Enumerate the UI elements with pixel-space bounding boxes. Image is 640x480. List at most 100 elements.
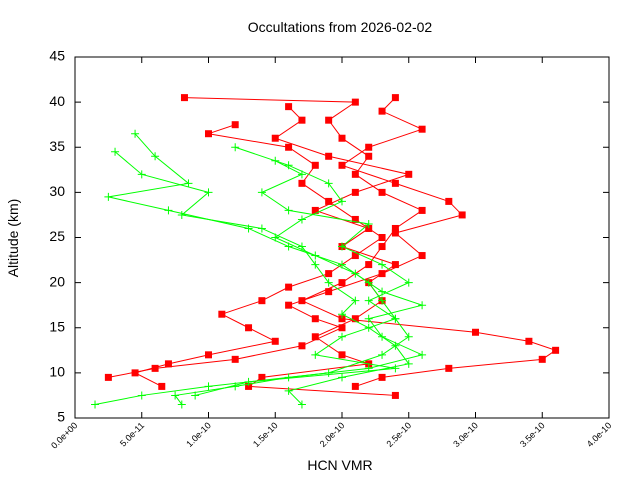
marker [445, 197, 453, 205]
marker [231, 121, 239, 129]
marker [364, 219, 373, 228]
marker [351, 315, 359, 323]
marker [404, 359, 413, 368]
marker [257, 224, 266, 233]
marker [338, 197, 346, 206]
y-tick-label: 25 [49, 228, 65, 244]
marker [285, 301, 293, 309]
marker [338, 332, 346, 341]
marker [418, 206, 426, 214]
marker [418, 125, 426, 133]
marker [177, 210, 186, 219]
marker [271, 134, 279, 142]
marker [351, 188, 359, 196]
marker [378, 107, 386, 115]
y-tick-label: 40 [49, 93, 65, 109]
marker [378, 350, 387, 359]
y-tick-label: 30 [49, 183, 65, 199]
marker [297, 242, 306, 251]
y-tick-label: 20 [49, 273, 65, 289]
marker [338, 351, 346, 359]
marker [391, 261, 399, 269]
marker [171, 391, 180, 400]
marker [91, 400, 100, 409]
marker [297, 170, 306, 179]
marker [325, 288, 333, 296]
marker [297, 215, 306, 224]
profile [131, 121, 386, 390]
marker [257, 188, 266, 197]
marker [525, 337, 533, 345]
marker [311, 350, 320, 359]
marker [418, 301, 427, 310]
marker [378, 260, 387, 269]
marker [184, 179, 193, 188]
marker [104, 373, 112, 381]
marker [351, 170, 359, 178]
marker [285, 283, 293, 291]
marker [298, 116, 306, 124]
marker [325, 116, 333, 124]
marker [351, 98, 359, 106]
marker [364, 314, 373, 323]
marker [311, 251, 320, 260]
marker [538, 355, 546, 363]
marker [311, 206, 319, 214]
marker [365, 261, 373, 269]
marker [271, 337, 279, 345]
marker [284, 206, 293, 215]
marker [164, 360, 172, 368]
marker [271, 156, 280, 165]
marker [245, 324, 253, 332]
marker [391, 364, 400, 373]
marker [391, 229, 399, 237]
marker [151, 364, 159, 372]
y-tick-label: 35 [49, 138, 65, 154]
marker [364, 296, 373, 305]
marker [391, 224, 399, 232]
marker [137, 170, 146, 179]
marker [151, 152, 160, 161]
marker [311, 161, 319, 169]
marker [131, 369, 139, 377]
marker [552, 346, 560, 354]
marker [404, 278, 413, 287]
y-tick-label: 45 [49, 48, 65, 64]
profile [191, 156, 413, 400]
x-axis-label: HCN VMR [307, 457, 372, 473]
marker [137, 391, 146, 400]
marker [325, 152, 333, 160]
marker [338, 242, 346, 251]
marker [311, 260, 320, 269]
marker [472, 328, 479, 336]
marker [298, 179, 306, 187]
marker [418, 252, 426, 260]
marker [284, 373, 293, 382]
marker [338, 373, 346, 382]
y-tick-label: 5 [57, 409, 65, 425]
marker [285, 103, 293, 111]
marker [324, 179, 333, 188]
y-tick-label: 15 [49, 318, 65, 334]
marker [338, 315, 346, 323]
marker [244, 377, 253, 386]
marker [351, 296, 360, 305]
marker [111, 147, 120, 156]
marker [351, 252, 359, 260]
marker [325, 197, 333, 205]
marker [351, 215, 359, 223]
marker [378, 296, 387, 305]
marker [391, 391, 399, 399]
plot-frame [74, 56, 610, 419]
marker [191, 391, 200, 400]
marker [204, 382, 213, 391]
y-axis-label: Altitude (km) [5, 199, 21, 278]
marker [378, 188, 386, 196]
marker [311, 333, 319, 341]
marker [324, 278, 333, 287]
marker [158, 382, 166, 390]
marker [297, 400, 306, 409]
marker [231, 355, 239, 363]
marker [177, 400, 186, 409]
